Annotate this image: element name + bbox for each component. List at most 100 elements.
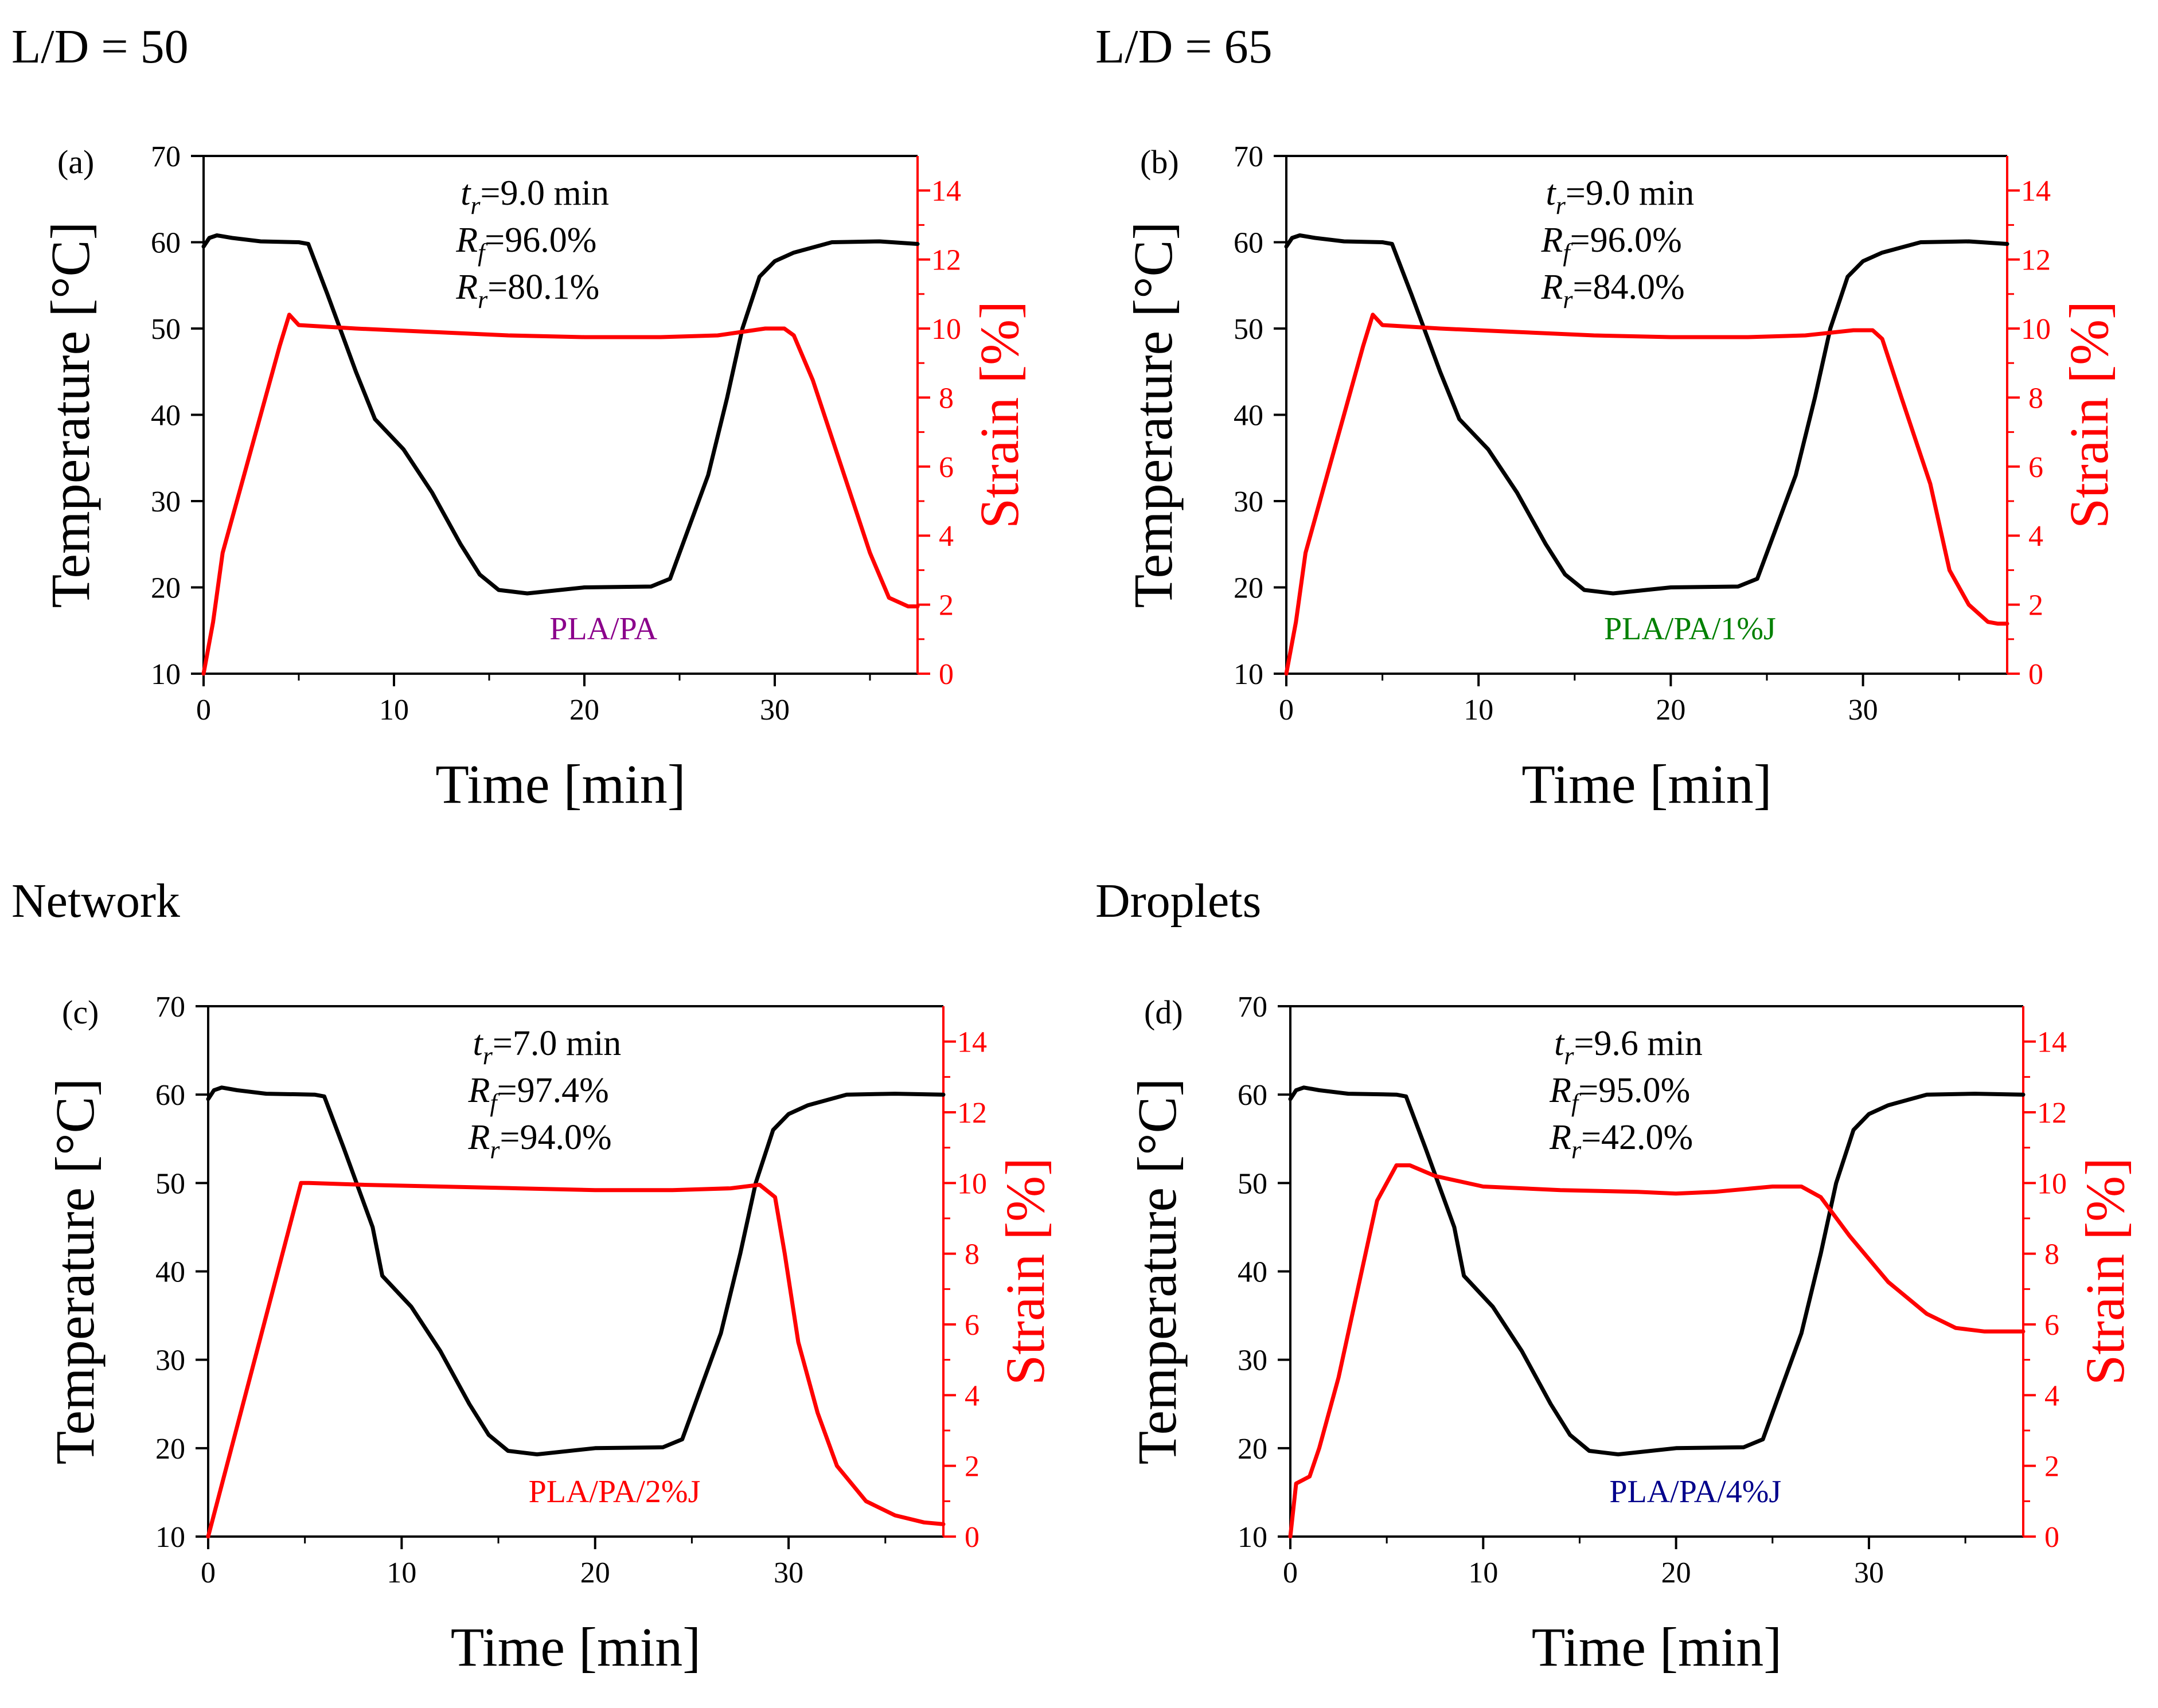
y2-tick-label: 14: [2037, 1026, 2067, 1059]
y-tick-label: 50: [1238, 1167, 1267, 1200]
y-tick-label: 60: [155, 1079, 185, 1112]
sample-label: PLA/PA: [549, 611, 657, 647]
heading-ld50: L/D = 50: [11, 20, 189, 73]
y-tick-label: 30: [1234, 486, 1263, 518]
y-tick-label: 20: [151, 572, 181, 605]
annotation-rr: Rr=80.1%: [455, 268, 599, 314]
chart-c: 10 20 30 40 50 60 70 0 2 4 6 8 10 12 14 0 10 20 30 Time [mi…: [44, 991, 1056, 1678]
y2-tick-label: 2: [2044, 1451, 2059, 1483]
x-tick-label: 0: [1283, 1557, 1298, 1589]
x-tick-label: 0: [196, 694, 211, 726]
y2-axis-title: Strain [%]: [994, 1158, 1056, 1385]
y2-tick-label: 8: [965, 1238, 980, 1271]
y-tick-label: 10: [155, 1521, 185, 1554]
y2-axis-title: Strain [%]: [969, 301, 1030, 529]
y-tick-label: 20: [1238, 1433, 1267, 1465]
heading-ld65: L/D = 65: [1095, 20, 1273, 73]
x-axis-title: Time [min]: [1521, 753, 1772, 815]
annotation-rf: Rf=96.0%: [1541, 221, 1682, 267]
x-tick-label: 20: [580, 1557, 610, 1589]
annotation-rf: Rf=95.0%: [1549, 1071, 1690, 1117]
annotation-rf: Rf=96.0%: [455, 221, 596, 267]
y-tick-label: 20: [155, 1433, 185, 1465]
y2-tick-label: 2: [2028, 589, 2043, 622]
strain-series-line: [1288, 1163, 2026, 1539]
x-tick-label: 0: [201, 1557, 216, 1589]
sample-label: PLA/PA/4%J: [1609, 1474, 1781, 1510]
y2-tick-label: 14: [2021, 175, 2051, 208]
y-tick-label: 50: [155, 1167, 185, 1200]
sample-label: PLA/PA/2%J: [529, 1474, 701, 1510]
y-tick-label: 10: [151, 658, 181, 691]
x-tick-label: 30: [1854, 1557, 1884, 1589]
y2-tick-label: 4: [2028, 520, 2043, 553]
y2-tick-label: 12: [957, 1097, 987, 1129]
y-tick-label: 70: [1238, 991, 1267, 1023]
y-tick-label: 60: [1234, 227, 1263, 260]
annotation-tr: tr=7.0 min: [473, 1024, 622, 1070]
y2-tick-label: 10: [931, 313, 961, 346]
chart-d: 10 20 30 40 50 60 70 0 2 4 6 8 10 12 14 0 10 20 30 Time [mi…: [1126, 991, 2136, 1678]
y-axis-title: Temperature [°C]: [1126, 1078, 1188, 1464]
y-tick-label: 40: [151, 400, 181, 432]
x-tick-label: 0: [1279, 694, 1294, 726]
annotation-tr: tr=9.6 min: [1554, 1024, 1703, 1070]
y-tick-label: 30: [1238, 1344, 1267, 1377]
x-tick-label: 10: [387, 1557, 416, 1589]
y-tick-label: 40: [1238, 1256, 1267, 1289]
y2-tick-label: 12: [2037, 1097, 2067, 1129]
y-tick-label: 30: [155, 1344, 185, 1377]
x-tick-label: 10: [1468, 1557, 1498, 1589]
y2-tick-label: 10: [957, 1167, 987, 1200]
y2-tick-label: 0: [2044, 1521, 2059, 1554]
temperature-series-line: [1284, 233, 2009, 596]
y2-tick-label: 6: [965, 1309, 980, 1342]
y-tick-label: 60: [151, 227, 181, 260]
y-tick-label: 20: [1234, 572, 1263, 605]
y2-tick-label: 4: [2044, 1379, 2059, 1412]
y-tick-label: 50: [1234, 313, 1263, 346]
chart-a: 10 20 30 40 50 60 70 0 2 4 6 8 10 12 14 0 10 20 30 Time [mi…: [40, 140, 1030, 815]
y2-tick-label: 2: [965, 1451, 980, 1483]
y-axis-title: Temperature [°C]: [40, 221, 101, 608]
y2-tick-label: 4: [939, 520, 954, 553]
y-tick-label: 30: [151, 486, 181, 518]
y2-tick-label: 0: [939, 658, 954, 691]
y2-tick-label: 8: [939, 382, 954, 415]
y2-tick-label: 12: [931, 244, 961, 277]
strain-series-line: [201, 312, 920, 676]
y-tick-label: 70: [1234, 140, 1263, 173]
x-tick-label: 10: [1464, 694, 1493, 726]
y-tick-label: 40: [1234, 400, 1263, 432]
y2-tick-label: 10: [2021, 313, 2051, 346]
x-tick-label: 30: [774, 1557, 803, 1589]
annotation-tr: tr=9.0 min: [1546, 174, 1695, 220]
heading-droplets: Droplets: [1095, 874, 1262, 928]
x-axis-title: Time [min]: [451, 1616, 701, 1678]
panel-label: (b): [1140, 143, 1179, 181]
x-axis-title: Time [min]: [1532, 1616, 1782, 1678]
y-tick-label: 10: [1238, 1521, 1267, 1554]
strain-series-line: [206, 1181, 946, 1539]
panel-label: (c): [62, 994, 99, 1031]
y2-tick-label: 14: [931, 175, 961, 208]
y-tick-label: 50: [151, 313, 181, 346]
annotation-rr: Rr=42.0%: [1549, 1118, 1693, 1164]
y2-tick-label: 2: [939, 589, 954, 622]
x-tick-label: 30: [1848, 694, 1878, 726]
x-tick-label: 20: [569, 694, 599, 726]
y2-tick-label: 14: [957, 1026, 987, 1059]
annotation-tr: tr=9.0 min: [461, 174, 609, 220]
y2-tick-label: 8: [2044, 1238, 2059, 1271]
y2-tick-label: 6: [2028, 451, 2043, 484]
y-tick-label: 70: [155, 991, 185, 1023]
y-axis-title: Temperature [°C]: [44, 1078, 106, 1464]
y2-tick-label: 8: [2028, 382, 2043, 415]
annotation-rr: Rr=94.0%: [468, 1118, 612, 1164]
y-tick-label: 40: [155, 1256, 185, 1289]
annotation-rr: Rr=84.0%: [1541, 268, 1685, 314]
sample-label: PLA/PA/1%J: [1604, 611, 1776, 647]
y2-tick-label: 10: [2037, 1167, 2067, 1200]
y-axis-title: Temperature [°C]: [1122, 221, 1184, 608]
